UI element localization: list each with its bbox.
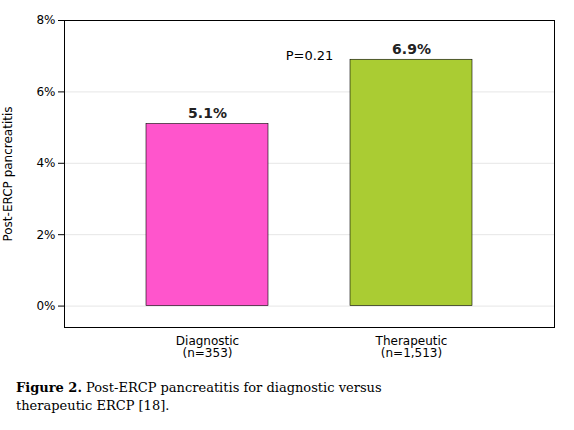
svg-text:0%: 0% — [36, 299, 55, 313]
svg-text:6%: 6% — [36, 85, 55, 99]
html-text:Figure 2. Post-ERCP pancreatit: Figure 2. Post-ERCP pancreatitis for dia… — [16, 380, 382, 413]
svg-text:4%: 4% — [36, 156, 55, 170]
svg-text:8%: 8% — [36, 13, 55, 27]
svg-text:Diagnostic(n=353): Diagnostic(n=353) — [176, 334, 239, 360]
svg-text:5.1%: 5.1% — [188, 105, 227, 121]
svg-text:P=0.21: P=0.21 — [286, 48, 334, 63]
svg-text:2%: 2% — [36, 228, 55, 242]
svg-text:Therapeutic(n=1,513): Therapeutic(n=1,513) — [375, 334, 448, 360]
svg-text:Post-ERCP pancreatitis: Post-ERCP pancreatitis — [1, 106, 15, 241]
svg-text:6.9%: 6.9% — [392, 41, 431, 57]
